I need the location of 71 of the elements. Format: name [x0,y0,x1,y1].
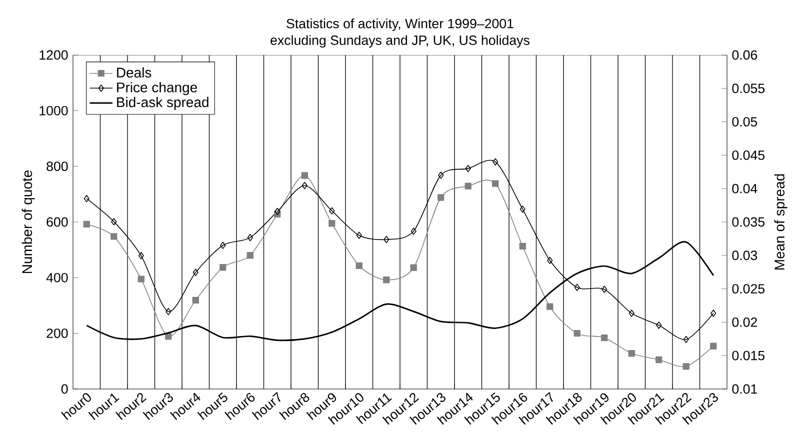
point [438,172,444,179]
y-tick-label: 400 [46,272,68,282]
point [274,208,280,216]
point [574,330,580,337]
y-tick-label: 800 [46,162,68,172]
point [519,242,526,250]
point [683,336,689,344]
point [138,252,144,260]
y-tick-label: 0 [61,384,68,394]
point [492,158,498,166]
point [710,310,716,317]
point [547,256,553,264]
point [301,172,308,179]
point [84,195,90,202]
point [166,308,172,316]
y2-tick-label: 0.03 [732,250,758,260]
y2-tick-label: 0.015 [732,350,765,360]
point [520,206,526,213]
point [656,322,662,329]
point [464,182,472,190]
point [410,228,416,235]
point [138,276,144,282]
point [220,264,226,271]
y-tick-label: 1200 [40,50,68,60]
legend-label: Price change [117,82,197,96]
point [628,350,635,357]
point [247,234,253,242]
point [329,207,335,214]
y2-tick-label: 0.05 [732,117,758,127]
y2-tick-label: 0.035 [732,217,765,227]
point [465,164,471,172]
y-tick-label: 1000 [40,106,68,116]
point [492,180,499,187]
point [220,242,226,249]
y2-tick-label: 0.01 [732,384,758,394]
point [246,252,254,259]
y2-tick-label: 0.02 [732,317,757,327]
y2-axis-title: Mean of spread [774,174,788,270]
point [574,284,580,291]
y2-tick-label: 0.025 [732,284,765,294]
y-tick-label: 200 [46,328,68,338]
point [601,334,608,342]
y-tick-label: 600 [46,217,68,227]
point [110,233,118,240]
point [192,296,199,304]
point [383,276,390,284]
chart-subtitle: excluding Sundays and JP, UK, US holidays [270,35,530,48]
point [356,232,362,239]
chart-title: Statistics of activity, Winter 1999–2001 [286,18,514,31]
point [302,182,308,190]
point [83,220,90,228]
y2-tick-label: 0.045 [732,150,765,160]
point [384,236,390,244]
point [546,303,554,310]
y-axis-title: Number of quote [22,170,35,273]
point [328,220,336,227]
point [111,218,117,226]
legend-label: Bid-ask spread [117,96,208,110]
y2-tick-label: 0.04 [732,184,758,194]
point [356,262,362,270]
point [438,194,444,201]
point [656,356,662,364]
point [602,286,608,293]
y2-tick-label: 0.055 [732,84,765,94]
legend-label: Deals [117,67,152,78]
point [628,310,634,317]
y2-tick-label: 0.06 [732,50,758,60]
point [192,268,198,276]
point [710,342,717,350]
point [682,363,690,370]
point [410,264,417,271]
